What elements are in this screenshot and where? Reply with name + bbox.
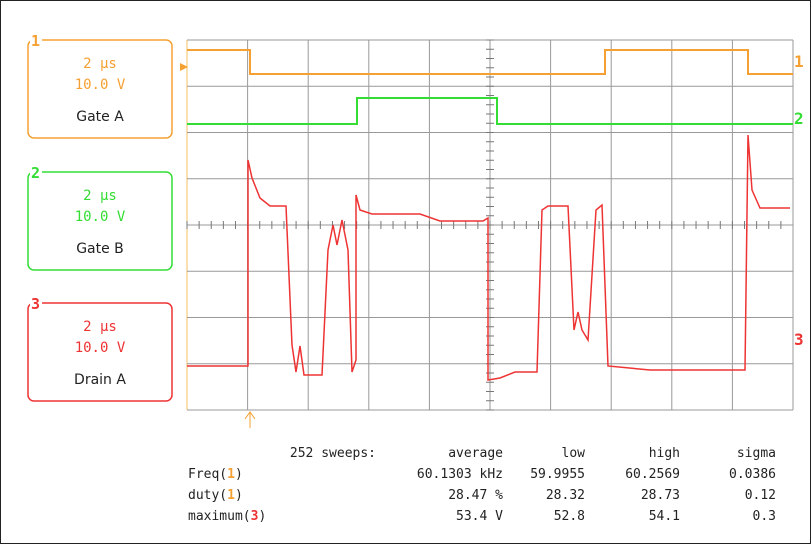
timebase: 2 µs bbox=[83, 56, 117, 72]
meas-value: 28.32 bbox=[546, 488, 585, 503]
meas-value: 59.9955 bbox=[530, 467, 585, 482]
meas-label: duty(1) bbox=[188, 488, 243, 503]
level-marker bbox=[180, 63, 188, 71]
channel-name: Drain A bbox=[74, 372, 126, 388]
traces bbox=[187, 49, 793, 381]
label-channel: 3 bbox=[251, 509, 259, 524]
meas-value: 0.12 bbox=[745, 488, 776, 503]
volt-scale: 10.0 V bbox=[75, 77, 126, 93]
volt-scale: 10.0 V bbox=[75, 209, 126, 225]
label-close: ) bbox=[235, 488, 243, 503]
meas-label: Freq(1) bbox=[188, 467, 243, 482]
meas-value: 54.1 bbox=[649, 509, 680, 524]
label-channel: 1 bbox=[227, 467, 235, 482]
channel-panel bbox=[27, 39, 173, 139]
meas-value: 60.1303 kHz bbox=[417, 467, 503, 482]
trace-marker: 3 bbox=[794, 330, 804, 349]
meas-value: 0.0386 bbox=[729, 467, 776, 482]
label-text: maximum( bbox=[188, 509, 251, 524]
channel-panel bbox=[27, 302, 173, 402]
channel-badge-bg bbox=[30, 34, 42, 48]
channel-panel bbox=[27, 171, 173, 271]
label-text: Freq( bbox=[188, 467, 227, 482]
trigger-marker bbox=[244, 411, 256, 428]
channel-badge-bg bbox=[30, 297, 42, 311]
meas-value: 60.2569 bbox=[625, 467, 680, 482]
meas-label: maximum(3) bbox=[188, 509, 266, 524]
meas-header: sigma bbox=[737, 446, 776, 461]
label-close: ) bbox=[235, 467, 243, 482]
meas-value: 53.4 V bbox=[456, 509, 503, 524]
meas-header: high bbox=[649, 446, 680, 461]
graticule bbox=[186, 39, 794, 411]
channel-badge: 1 bbox=[31, 32, 40, 50]
meas-value: 52.8 bbox=[554, 509, 585, 524]
meas-value: 28.47 % bbox=[448, 488, 503, 503]
volt-scale: 10.0 V bbox=[75, 340, 126, 356]
trace-marker: 2 bbox=[794, 109, 804, 128]
channel-name: Gate B bbox=[76, 241, 124, 257]
meas-value: 0.3 bbox=[753, 509, 776, 524]
timebase: 2 µs bbox=[83, 188, 117, 204]
meas-header: 252 sweeps: bbox=[290, 446, 376, 461]
channel-name: Gate A bbox=[76, 109, 124, 125]
meas-header: average bbox=[448, 446, 503, 461]
trace-marker: 1 bbox=[794, 52, 804, 71]
channel-badge: 2 bbox=[31, 164, 40, 182]
trace-gate-a bbox=[187, 49, 793, 75]
label-close: ) bbox=[258, 509, 266, 524]
label-text: duty( bbox=[188, 488, 227, 503]
trace-drain-a bbox=[187, 134, 790, 381]
trace-gate-b bbox=[187, 97, 793, 125]
channel-badge: 3 bbox=[31, 295, 40, 313]
meas-value: 28.73 bbox=[641, 488, 680, 503]
timebase: 2 µs bbox=[83, 319, 117, 335]
channel-badge-bg bbox=[30, 166, 42, 180]
meas-header: low bbox=[562, 446, 586, 461]
label-channel: 1 bbox=[227, 488, 235, 503]
